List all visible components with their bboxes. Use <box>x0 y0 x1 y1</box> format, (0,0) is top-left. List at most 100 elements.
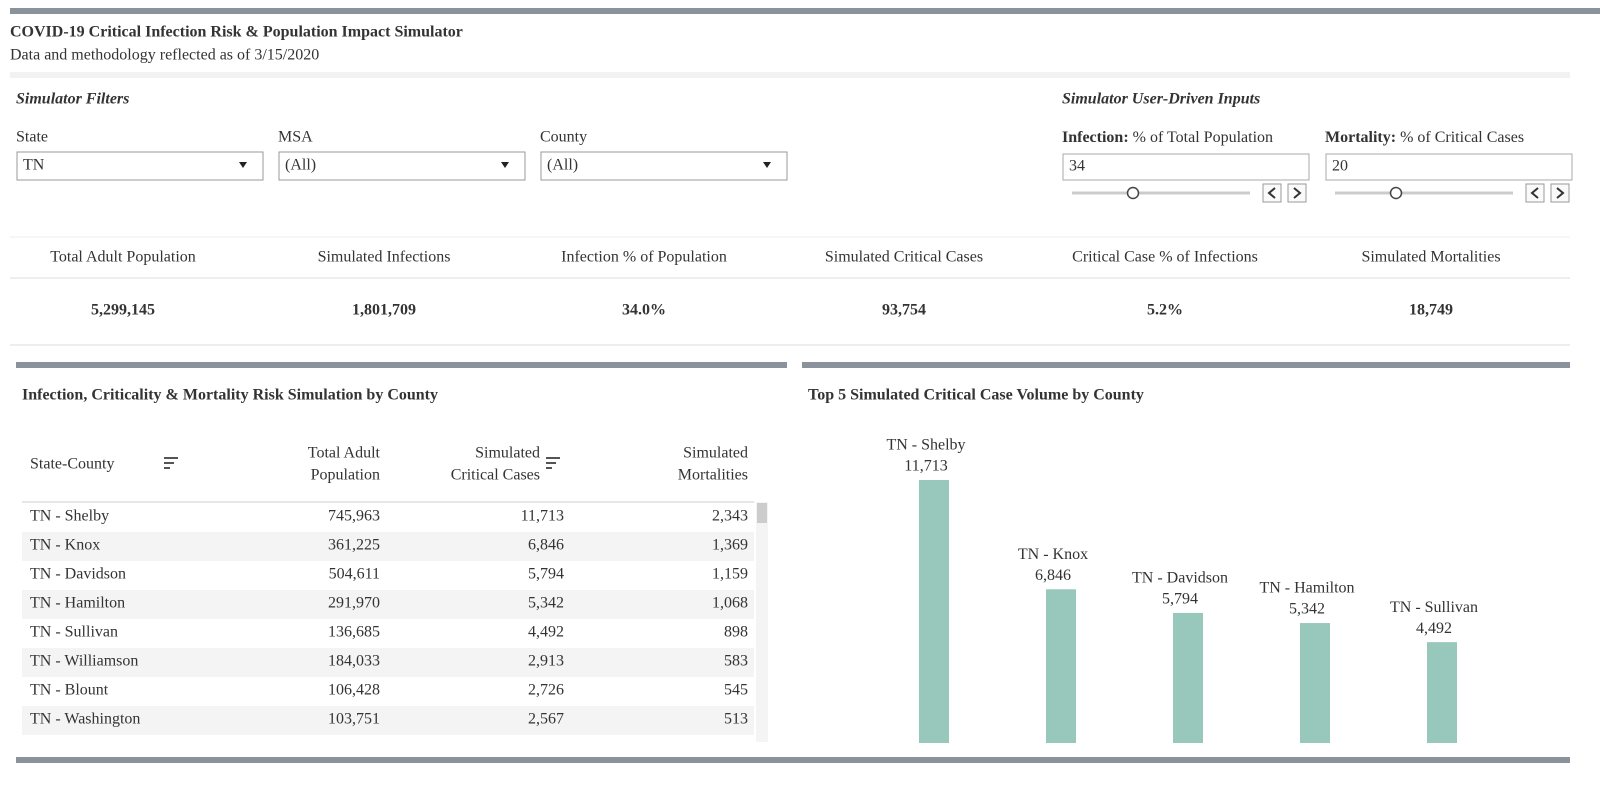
bar-category: TN - Shelby <box>886 437 965 454</box>
dropdown-arrow <box>239 162 247 168</box>
cell: 11,713 <box>521 508 564 525</box>
inputs-title: Simulator User-Driven Inputs <box>1062 91 1260 108</box>
row-band <box>22 706 754 735</box>
input-label-bold: Infection: <box>1062 129 1129 146</box>
column-header: Simulated <box>683 445 748 462</box>
scroll-thumb[interactable] <box>757 503 767 523</box>
cell: 1,068 <box>712 595 748 612</box>
top-bar <box>10 8 1600 14</box>
slider-knob[interactable] <box>1389 186 1403 200</box>
cell: 504,611 <box>329 566 380 583</box>
kpi-value: 5.2% <box>1147 302 1183 319</box>
bar-value-label: 6,846 <box>1035 567 1071 584</box>
panel-bar <box>802 362 1570 368</box>
kpi-label: Simulated Mortalities <box>1361 249 1500 266</box>
input-label: Infection:% of Total Population <box>1062 129 1273 146</box>
cell: 1,369 <box>712 537 748 554</box>
stepper-arrow <box>1556 187 1565 199</box>
stepper-button[interactable] <box>1262 183 1282 203</box>
cell: 2,913 <box>528 653 564 670</box>
filter-label: State <box>16 129 48 146</box>
dropdown[interactable] <box>16 151 264 181</box>
input-value: 20 <box>1332 158 1348 175</box>
kpi-label: Simulated Infections <box>318 249 451 266</box>
table-title: Infection, Criticality & Mortality Risk … <box>22 387 438 404</box>
row-band <box>22 648 754 677</box>
cell: 184,033 <box>328 653 380 670</box>
dropdown-value: TN <box>23 157 45 174</box>
kpi-value: 93,754 <box>882 302 926 319</box>
cell: 136,685 <box>328 624 380 641</box>
kpi-label: Critical Case % of Infections <box>1072 249 1258 266</box>
bar-category: TN - Knox <box>1018 546 1088 563</box>
kpi-label: Infection % of Population <box>561 249 727 266</box>
bar-category: TN - Davidson <box>1132 570 1228 587</box>
cell: TN - Shelby <box>30 508 109 525</box>
sort-icon[interactable] <box>164 457 178 469</box>
cell: 106,428 <box>328 682 380 699</box>
kpi-value: 34.0% <box>622 302 666 319</box>
cell: 103,751 <box>328 711 380 728</box>
cell: TN - Knox <box>30 537 100 554</box>
bar-value-label: 5,342 <box>1289 601 1325 618</box>
cell: TN - Washington <box>30 711 140 728</box>
filter-label: MSA <box>278 129 313 146</box>
cell: 5,342 <box>528 595 564 612</box>
filters-title: Simulator Filters <box>16 91 129 108</box>
bar-category: TN - Hamilton <box>1259 580 1354 597</box>
sort-icon[interactable] <box>546 457 560 469</box>
cell: TN - Davidson <box>30 566 126 583</box>
kpi-strip <box>10 236 1570 346</box>
cell: 898 <box>724 624 748 641</box>
scrollbar[interactable] <box>756 502 768 742</box>
stepper-arrow <box>1293 187 1302 199</box>
dropdown-value: (All) <box>547 157 578 174</box>
bar <box>1300 623 1330 743</box>
cell: 5,794 <box>528 566 564 583</box>
stepper-button[interactable] <box>1287 183 1307 203</box>
input-label-text: % of Total Population <box>1133 129 1273 146</box>
cell: 291,970 <box>328 595 380 612</box>
input-box[interactable] <box>1325 153 1573 181</box>
chart-title: Top 5 Simulated Critical Case Volume by … <box>808 387 1144 404</box>
column-header: State-County <box>30 456 114 473</box>
cell: 361,225 <box>328 537 380 554</box>
dropdown-value: (All) <box>285 157 316 174</box>
input-label: Mortality:% of Critical Cases <box>1325 129 1524 146</box>
bar-category: TN - Sullivan <box>1390 599 1478 616</box>
cell: 513 <box>724 711 748 728</box>
bar <box>1173 612 1203 743</box>
stepper-arrow <box>1530 187 1539 199</box>
panel-bar <box>16 362 787 368</box>
row-band <box>22 590 754 619</box>
row-band <box>22 532 754 561</box>
filter-label: County <box>540 129 587 146</box>
stepper-button[interactable] <box>1525 183 1545 203</box>
cell: 2,343 <box>712 508 748 525</box>
cell: 745,963 <box>328 508 380 525</box>
dropdown[interactable] <box>278 151 526 181</box>
cell: TN - Williamson <box>30 653 138 670</box>
cell: 2,567 <box>528 711 564 728</box>
bar-value-label: 11,713 <box>904 458 947 475</box>
dropdown[interactable] <box>540 151 788 181</box>
input-box[interactable] <box>1062 153 1310 181</box>
kpi-label: Total Adult Population <box>50 249 196 266</box>
kpi-value: 18,749 <box>1409 302 1453 319</box>
cell: TN - Hamilton <box>30 595 125 612</box>
cell: 1,159 <box>712 566 748 583</box>
stepper-button[interactable] <box>1550 183 1570 203</box>
dropdown-arrow <box>763 162 771 168</box>
stepper-arrow <box>1267 187 1276 199</box>
cell: TN - Blount <box>30 682 109 699</box>
slider-knob[interactable] <box>1126 186 1140 200</box>
cell: 583 <box>724 653 748 670</box>
subtitle: Data and methodology reflected as of 3/1… <box>10 47 319 64</box>
column-header: Critical Cases <box>451 467 540 484</box>
cell: 6,846 <box>528 537 564 554</box>
separator <box>10 72 1570 78</box>
column-header: Mortalities <box>678 467 748 484</box>
bar <box>1046 589 1076 743</box>
kpi-label: Simulated Critical Cases <box>825 249 983 266</box>
